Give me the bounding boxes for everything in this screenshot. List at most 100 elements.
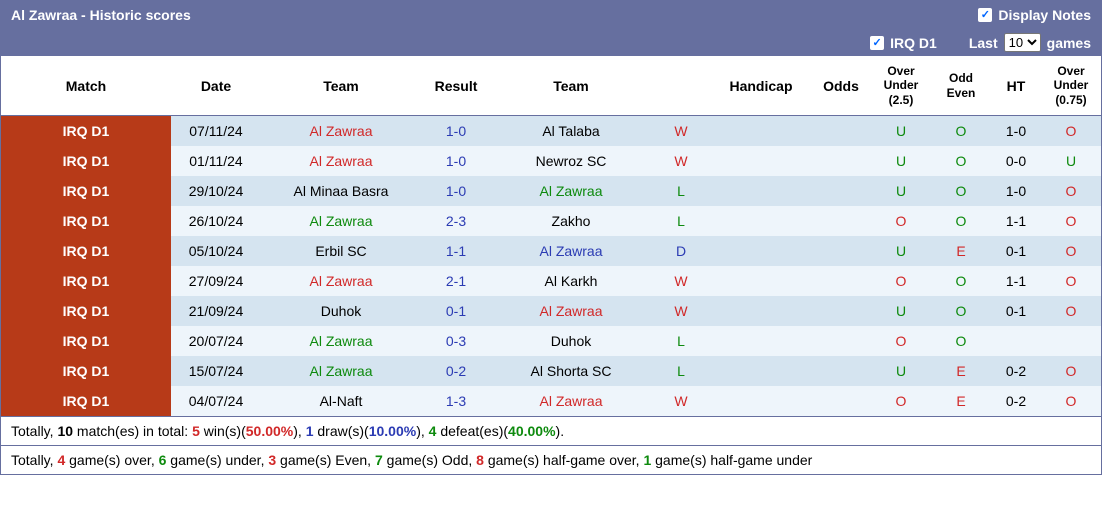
match-badge[interactable]: IRQ D1 <box>1 206 171 236</box>
team1-cell[interactable]: Al Zawraa <box>261 116 421 147</box>
col-oe: Odd Even <box>931 56 991 116</box>
oe-cell: O <box>931 206 991 236</box>
wld-cell: D <box>651 236 711 266</box>
score-cell[interactable]: 1-0 <box>421 146 491 176</box>
ht-cell: 1-0 <box>991 116 1041 147</box>
score-cell[interactable]: 2-3 <box>421 206 491 236</box>
table-row: IRQ D104/07/24Al-Naft1-3Al ZawraaWOE0-2O <box>1 386 1101 416</box>
table-row: IRQ D121/09/24Duhok0-1Al ZawraaWUO0-1O <box>1 296 1101 326</box>
team1-cell[interactable]: Duhok <box>261 296 421 326</box>
ou25-cell: U <box>871 176 931 206</box>
ht-cell: 0-2 <box>991 356 1041 386</box>
score-cell[interactable]: 1-0 <box>421 176 491 206</box>
wld-cell: W <box>651 266 711 296</box>
team1-cell[interactable]: Al Zawraa <box>261 356 421 386</box>
summary-line-2: Totally, 4 game(s) over, 6 game(s) under… <box>1 445 1101 474</box>
match-badge[interactable]: IRQ D1 <box>1 356 171 386</box>
wld-cell: L <box>651 176 711 206</box>
date-cell: 26/10/24 <box>171 206 261 236</box>
handicap-cell <box>711 296 811 326</box>
team2-cell[interactable]: Newroz SC <box>491 146 651 176</box>
team2-cell[interactable]: Al Talaba <box>491 116 651 147</box>
wld-cell: L <box>651 206 711 236</box>
ou25-cell: U <box>871 356 931 386</box>
date-cell: 01/11/24 <box>171 146 261 176</box>
wld-cell: W <box>651 116 711 147</box>
oe-cell: E <box>931 386 991 416</box>
panel-title: Al Zawraa - Historic scores <box>11 7 191 23</box>
match-badge[interactable]: IRQ D1 <box>1 326 171 356</box>
summary-line-1: Totally, 10 match(es) in total: 5 win(s)… <box>1 416 1101 445</box>
wld-cell: W <box>651 296 711 326</box>
wld-cell: W <box>651 386 711 416</box>
date-cell: 07/11/24 <box>171 116 261 147</box>
handicap-cell <box>711 176 811 206</box>
score-cell[interactable]: 1-0 <box>421 116 491 147</box>
checkmark-icon: ✓ <box>978 8 992 22</box>
team1-cell[interactable]: Al-Naft <box>261 386 421 416</box>
col-date: Date <box>171 56 261 116</box>
handicap-cell <box>711 386 811 416</box>
match-badge[interactable]: IRQ D1 <box>1 146 171 176</box>
wld-cell: L <box>651 356 711 386</box>
team2-cell[interactable]: Al Zawraa <box>491 386 651 416</box>
team1-cell[interactable]: Al Zawraa <box>261 266 421 296</box>
team2-cell[interactable]: Al Shorta SC <box>491 356 651 386</box>
ou075-cell: O <box>1041 266 1101 296</box>
team1-cell[interactable]: Al Minaa Basra <box>261 176 421 206</box>
team2-cell[interactable]: Al Zawraa <box>491 236 651 266</box>
oe-cell: O <box>931 266 991 296</box>
handicap-cell <box>711 266 811 296</box>
handicap-cell <box>711 326 811 356</box>
odds-cell <box>811 146 871 176</box>
score-cell[interactable]: 2-1 <box>421 266 491 296</box>
ou25-cell: U <box>871 116 931 147</box>
team2-cell[interactable]: Al Zawraa <box>491 296 651 326</box>
team2-cell[interactable]: Al Karkh <box>491 266 651 296</box>
col-result: Result <box>421 56 491 116</box>
team2-cell[interactable]: Duhok <box>491 326 651 356</box>
team2-cell[interactable]: Zakho <box>491 206 651 236</box>
ht-cell: 0-2 <box>991 386 1041 416</box>
ou075-cell: O <box>1041 116 1101 147</box>
match-badge[interactable]: IRQ D1 <box>1 296 171 326</box>
odds-cell <box>811 206 871 236</box>
ou075-cell: O <box>1041 356 1101 386</box>
score-cell[interactable]: 0-2 <box>421 356 491 386</box>
handicap-cell <box>711 206 811 236</box>
display-notes-toggle[interactable]: ✓ Display Notes <box>978 7 1091 23</box>
date-cell: 20/07/24 <box>171 326 261 356</box>
oe-cell: E <box>931 356 991 386</box>
match-badge[interactable]: IRQ D1 <box>1 386 171 416</box>
table-row: IRQ D120/07/24Al Zawraa0-3DuhokLOO <box>1 326 1101 356</box>
ht-cell: 0-1 <box>991 296 1041 326</box>
handicap-cell <box>711 236 811 266</box>
col-ou25: Over Under (2.5) <box>871 56 931 116</box>
table-row: IRQ D126/10/24Al Zawraa2-3ZakhoLOO1-1O <box>1 206 1101 236</box>
score-cell[interactable]: 0-1 <box>421 296 491 326</box>
ou25-cell: O <box>871 206 931 236</box>
match-badge[interactable]: IRQ D1 <box>1 176 171 206</box>
score-cell[interactable]: 1-1 <box>421 236 491 266</box>
score-cell[interactable]: 0-3 <box>421 326 491 356</box>
team1-cell[interactable]: Erbil SC <box>261 236 421 266</box>
oe-cell: E <box>931 236 991 266</box>
ou25-cell: O <box>871 386 931 416</box>
ht-cell: 0-0 <box>991 146 1041 176</box>
odds-cell <box>811 176 871 206</box>
team1-cell[interactable]: Al Zawraa <box>261 326 421 356</box>
games-count-select[interactable]: 10 <box>1004 33 1041 52</box>
team2-cell[interactable]: Al Zawraa <box>491 176 651 206</box>
team1-cell[interactable]: Al Zawraa <box>261 206 421 236</box>
wld-cell: W <box>651 146 711 176</box>
ou075-cell: O <box>1041 296 1101 326</box>
match-badge[interactable]: IRQ D1 <box>1 266 171 296</box>
checkmark-icon: ✓ <box>870 36 884 50</box>
score-cell[interactable]: 1-3 <box>421 386 491 416</box>
table-row: IRQ D129/10/24Al Minaa Basra1-0Al Zawraa… <box>1 176 1101 206</box>
match-badge[interactable]: IRQ D1 <box>1 116 171 147</box>
league-filter-label[interactable]: IRQ D1 <box>890 35 937 51</box>
date-cell: 21/09/24 <box>171 296 261 326</box>
match-badge[interactable]: IRQ D1 <box>1 236 171 266</box>
team1-cell[interactable]: Al Zawraa <box>261 146 421 176</box>
